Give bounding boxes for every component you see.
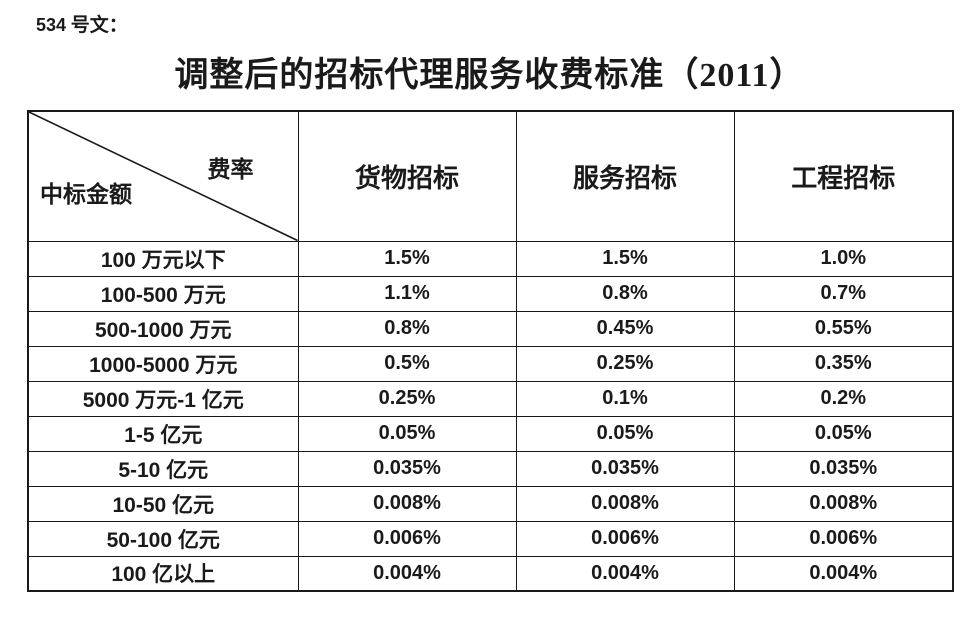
value-cell: 1.0% [733,240,954,277]
table-row: 10-50 亿元 0.008% 0.008% 0.008% [27,485,954,522]
header-row: 费率 中标金额 货物招标 服务招标 工程招标 [27,110,954,242]
row-label-cell: 100-500 万元 [27,275,299,312]
row-label-cell: 10-50 亿元 [27,485,299,522]
row-label-cell: 1000-5000 万元 [27,345,299,382]
table-row: 100 亿以上 0.004% 0.004% 0.004% [27,555,954,592]
table-row: 500-1000 万元 0.8% 0.45% 0.55% [27,310,954,347]
value-cell: 0.1% [515,380,735,417]
row-label-cell: 5000 万元-1 亿元 [27,380,299,417]
row-label-cell: 1-5 亿元 [27,415,299,452]
value-cell: 0.004% [515,555,735,592]
value-cell: 0.25% [297,380,517,417]
value-cell: 0.008% [733,485,954,522]
row-label-cell: 50-100 亿元 [27,520,299,557]
table-body: 100 万元以下 1.5% 1.5% 1.0% 100-500 万元 1.1% … [27,240,954,592]
value-cell: 0.05% [297,415,517,452]
column-header-engineering: 工程招标 [733,110,954,242]
value-cell: 0.008% [297,485,517,522]
row-label-cell: 100 亿以上 [27,555,299,592]
value-cell: 0.35% [733,345,954,382]
table-row: 100 万元以下 1.5% 1.5% 1.0% [27,240,954,277]
value-cell: 0.05% [515,415,735,452]
value-cell: 1.1% [297,275,517,312]
value-cell: 0.55% [733,310,954,347]
value-cell: 0.25% [515,345,735,382]
value-cell: 0.006% [515,520,735,557]
value-cell: 0.05% [733,415,954,452]
value-cell: 0.035% [733,450,954,487]
column-header-service: 服务招标 [515,110,735,242]
column-header-goods: 货物招标 [297,110,517,242]
table-row: 100-500 万元 1.1% 0.8% 0.7% [27,275,954,312]
page-title: 调整后的招标代理服务收费标准（2011） [174,57,805,94]
value-cell: 0.45% [515,310,735,347]
value-cell: 0.008% [515,485,735,522]
row-label-cell: 100 万元以下 [27,240,299,277]
value-cell: 0.006% [733,520,954,557]
value-cell: 0.5% [297,345,517,382]
table-row: 1-5 亿元 0.05% 0.05% 0.05% [27,415,954,452]
diagonal-divider-line [29,112,298,241]
value-cell: 0.035% [515,450,735,487]
value-cell: 0.006% [297,520,517,557]
value-cell: 0.8% [297,310,517,347]
corner-label-fee-rate: 费率 [207,157,254,182]
value-cell: 1.5% [515,240,735,277]
corner-header-cell: 费率 中标金额 [27,110,299,242]
doc-number-value: 534 [36,15,67,35]
table-row: 50-100 亿元 0.006% 0.006% 0.006% [27,520,954,557]
doc-number-suffix: 号文： [66,15,128,36]
value-cell: 0.004% [733,555,954,592]
table-row: 1000-5000 万元 0.5% 0.25% 0.35% [27,345,954,382]
fee-standard-table: 费率 中标金额 货物招标 服务招标 工程招标 100 万元以下 1.5% 1.5… [27,110,954,592]
table-row: 5-10 亿元 0.035% 0.035% 0.035% [27,450,954,487]
value-cell: 0.004% [297,555,517,592]
table-row: 5000 万元-1 亿元 0.25% 0.1% 0.2% [27,380,954,417]
value-cell: 0.035% [297,450,517,487]
value-cell: 0.8% [515,275,735,312]
row-label-cell: 500-1000 万元 [27,310,299,347]
corner-label-bid-amount: 中标金额 [40,181,132,207]
value-cell: 0.2% [733,380,954,417]
row-label-cell: 5-10 亿元 [27,450,299,487]
value-cell: 0.7% [733,275,954,312]
value-cell: 1.5% [297,240,517,277]
doc-number: 534 号文： [36,10,128,37]
table-header: 费率 中标金额 货物招标 服务招标 工程招标 [27,110,954,242]
